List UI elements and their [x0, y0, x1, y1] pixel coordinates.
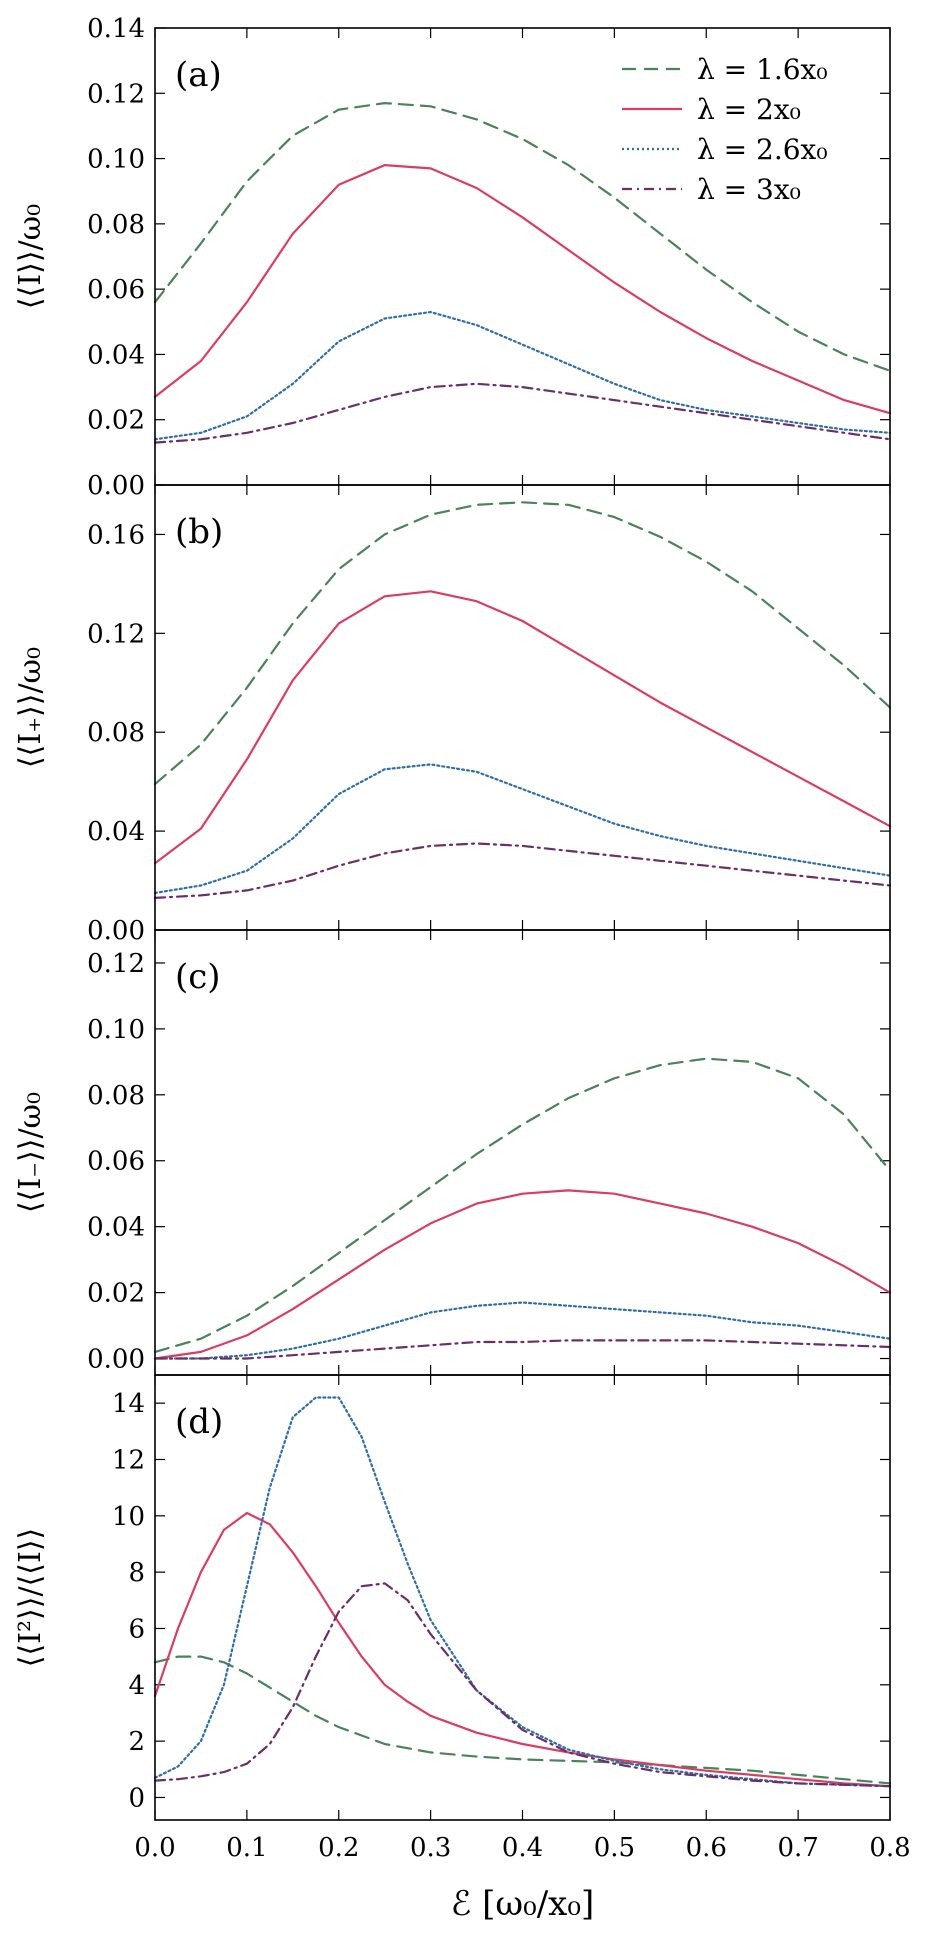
- panel-label: (b): [175, 512, 223, 552]
- y-tick-label: 6: [128, 1614, 145, 1644]
- y-tick-label: 10: [112, 1502, 145, 1532]
- y-tick-label: 0.00: [87, 916, 145, 946]
- y-tick-label: 0.06: [87, 275, 145, 305]
- legend: λ = 1.6x₀ λ = 2x₀ λ = 2.6x₀ λ = 3x₀: [622, 53, 828, 206]
- y-tick-label: 12: [112, 1445, 145, 1475]
- series-line-1: [153, 102, 892, 372]
- y-tick-label: 0: [128, 1783, 145, 1813]
- legend-label: λ = 1.6x₀: [697, 53, 828, 86]
- x-tick-label: 0.4: [502, 1833, 543, 1863]
- x-tick-label: 0.1: [226, 1833, 267, 1863]
- series-line-4: [153, 1339, 892, 1360]
- panels: 0.000.020.040.060.080.100.120.14(a)⟨⟨I⟩⟩…: [13, 14, 911, 1924]
- y-tick-label: 0.02: [87, 1279, 145, 1309]
- y-axis-label: ⟨⟨I⟩⟩/ω₀: [13, 204, 48, 309]
- legend-label: λ = 3x₀: [697, 173, 801, 206]
- y-tick-label: 0.12: [87, 619, 145, 649]
- y-tick-label: 0.12: [87, 949, 145, 979]
- y-tick-label: 0.06: [87, 1147, 145, 1177]
- series-line-1: [153, 1057, 892, 1353]
- legend-label: λ = 2x₀: [697, 93, 801, 126]
- series-line-4: [153, 382, 892, 444]
- x-tick-label: 0.7: [777, 1833, 818, 1863]
- plot-frame: [154, 1374, 891, 1821]
- series-line-3: [153, 1301, 892, 1360]
- y-axis-label: ⟨⟨I₊⟩⟩/ω₀: [13, 647, 48, 768]
- panel-label: (a): [175, 55, 222, 95]
- series-line-4: [153, 842, 892, 899]
- panel-label: (c): [175, 957, 221, 997]
- y-tick-label: 0.04: [87, 340, 145, 370]
- series-line-2: [153, 590, 892, 865]
- series-line-2: [153, 164, 892, 415]
- x-axis-label: ℰ [ω₀/x₀]: [451, 1884, 595, 1924]
- y-tick-label: 0.14: [87, 14, 145, 44]
- panel-c: 0.00 0.02 0.04 0.06 0.08 0.10 0.12 (c) ⟨⟨I₋⟩⟩/ω₀: [13, 929, 892, 1376]
- x-tick-label: 0.0: [134, 1833, 175, 1863]
- y-tick-label: 4: [128, 1671, 145, 1701]
- y-tick-label: 0.00: [87, 471, 145, 501]
- y-tick-label: 0.10: [87, 145, 145, 175]
- panel-a: 0.00 0.02 0.04 0.06 0.08 0.10 0.12 0.14 (a) ⟨⟨I⟩⟩…: [13, 14, 892, 501]
- y-tick-label: 0.08: [87, 718, 145, 748]
- x-tick-label: 0.2: [318, 1833, 359, 1863]
- panel-label: (d): [175, 1402, 223, 1442]
- legend-label: λ = 2.6x₀: [697, 133, 828, 166]
- y-tick-label: 0.04: [87, 817, 145, 847]
- series-line-3: [153, 310, 892, 441]
- y-tick-label: 8: [128, 1558, 145, 1588]
- series-line-4: [153, 1582, 892, 1788]
- x-tick-label: 0.8: [869, 1833, 910, 1863]
- series-line-1: [153, 1655, 892, 1785]
- x-tick-label: 0.5: [594, 1833, 635, 1863]
- y-tick-label: 0.02: [87, 406, 145, 436]
- y-tick-label: 14: [112, 1389, 145, 1419]
- y-axis-label: ⟨⟨I₋⟩⟩/ω₀: [13, 1092, 48, 1213]
- series-line-1: [153, 501, 892, 786]
- y-tick-label: 0.12: [87, 79, 145, 109]
- y-tick-label: 2: [128, 1727, 145, 1757]
- series-line-2: [153, 1511, 892, 1788]
- series-line-2: [153, 1189, 892, 1360]
- y-tick-label: 0.08: [87, 210, 145, 240]
- panel-d: 0 2 4 6 8 10 12 14 0.0 0.1 0.2 0.3 0.4 0.5 0.6 0.7 0.8 (d…: [13, 1374, 911, 1924]
- x-tick-label: 0.3: [410, 1833, 451, 1863]
- series-line-3: [153, 763, 892, 894]
- y-tick-label: 0.16: [87, 520, 145, 550]
- panel-b: 0.00 0.04 0.08 0.12 0.16 (b) ⟨⟨I₊⟩⟩/ω₀: [13, 484, 892, 946]
- y-tick-label: 0.10: [87, 1015, 145, 1045]
- y-tick-label: 0.08: [87, 1081, 145, 1111]
- y-tick-label: 0.04: [87, 1213, 145, 1243]
- y-axis-label: ⟨⟨I²⟩⟩/⟨⟨I⟩⟩: [13, 1528, 48, 1667]
- series-line-3: [153, 1396, 892, 1788]
- y-tick-label: 0.00: [87, 1345, 145, 1375]
- x-tick-label: 0.6: [686, 1833, 727, 1863]
